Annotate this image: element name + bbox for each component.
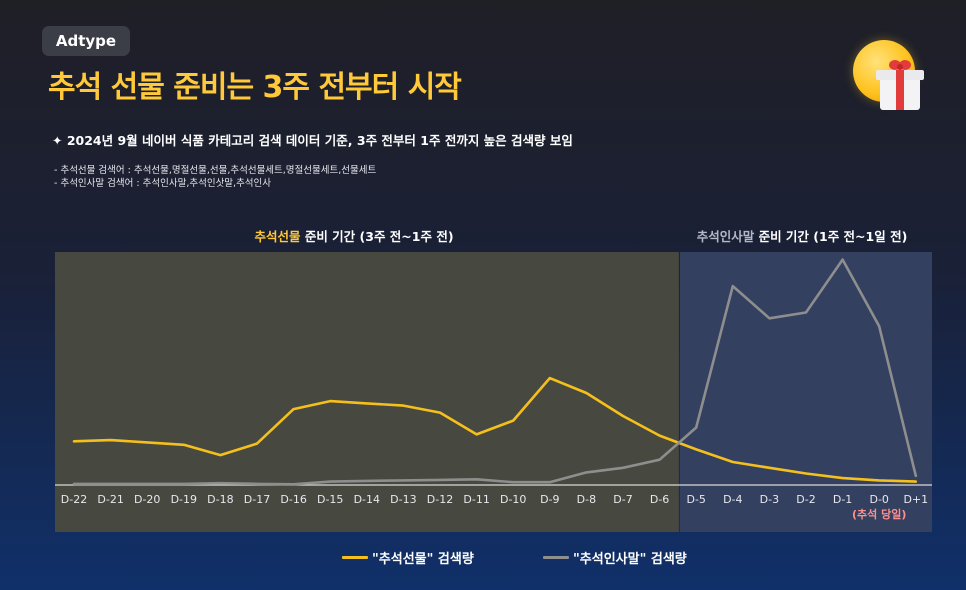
x-axis-ticks: D-22 D-21 D-20 D-19 D-18 D-17 D-16 D-15 D-14 D-13… <box>61 493 928 506</box>
brand-badge: Adtype <box>42 26 130 56</box>
period-label-gift: 추석선물 준비 기간 (3주 전~1주 전) <box>254 226 453 245</box>
search-term-note-greeting: - 추석인사말 검색어 : 추석인사말,추석인삿말,추석인사 <box>54 178 272 189</box>
legend-item-gift: "추석선물" 검색량 <box>342 548 474 567</box>
series-lines <box>72 258 918 486</box>
legend-label-gift: "추석선물" 검색량 <box>372 552 474 567</box>
period-highlight-gift: 추석선물 <box>254 229 301 244</box>
x-tick-label: D-16 <box>280 493 306 506</box>
legend-swatch-gift <box>342 556 368 559</box>
x-tick-label: D-7 <box>613 493 632 506</box>
x-tick-label: D-2 <box>796 493 815 506</box>
x-tick-label: D-11 <box>463 493 489 506</box>
x-tick-label: D-14 <box>354 493 380 506</box>
x-tick-label: D-9 <box>540 493 559 506</box>
chart-subtitle: ✦ 2024년 9월 네이버 식품 카테고리 검색 데이터 기준, 3주 전부터… <box>52 133 573 148</box>
x-tick-label: D-4 <box>723 493 742 506</box>
legend-label-greeting: "추석인사말" 검색량 <box>573 552 687 567</box>
legend-item-greeting: "추석인사말" 검색량 <box>543 548 687 567</box>
period-label-greeting: 추석인사말 준비 기간 (1주 전~1일 전) <box>697 226 908 245</box>
x-tick-label: D-21 <box>97 493 123 506</box>
series-line-greeting <box>72 258 918 486</box>
gift-bow-icon <box>889 60 911 70</box>
period-text-gift: 준비 기간 (3주 전~1주 전) <box>300 229 454 244</box>
x-tick-label: D-5 <box>686 493 705 506</box>
x-tick-label: D-22 <box>61 493 87 506</box>
gift-ribbon-icon <box>896 70 904 110</box>
chuseok-day-annotation: (추석 당일) <box>852 507 906 521</box>
x-tick-label: D-18 <box>207 493 233 506</box>
series-line-gift <box>72 376 918 483</box>
x-tick-label: D-3 <box>760 493 779 506</box>
search-term-note-gift: - 추석선물 검색어 : 추석선물,명절선물,선물,추석선물세트,명절선물세트,… <box>54 165 377 176</box>
page-title: 추석 선물 준비는 3주 전부터 시작 <box>48 70 462 105</box>
x-tick-label: D-0 <box>869 493 888 506</box>
x-tick-label: D-6 <box>650 493 669 506</box>
x-tick-label: D-17 <box>244 493 270 506</box>
x-tick-label: D-13 <box>390 493 416 506</box>
x-tick-label: D+1 <box>903 493 928 506</box>
x-tick-label: D-15 <box>317 493 343 506</box>
x-tick-label: D-19 <box>171 493 197 506</box>
period-highlight-greeting: 추석인사말 <box>696 229 755 244</box>
period-text-greeting: 준비 기간 (1주 전~1일 전) <box>754 229 908 244</box>
x-tick-label: D-12 <box>427 493 453 506</box>
x-tick-label: D-10 <box>500 493 526 506</box>
x-tick-label: D-20 <box>134 493 160 506</box>
legend-swatch-greeting <box>543 556 569 559</box>
x-tick-label: D-8 <box>577 493 596 506</box>
x-tick-label: D-1 <box>833 493 852 506</box>
